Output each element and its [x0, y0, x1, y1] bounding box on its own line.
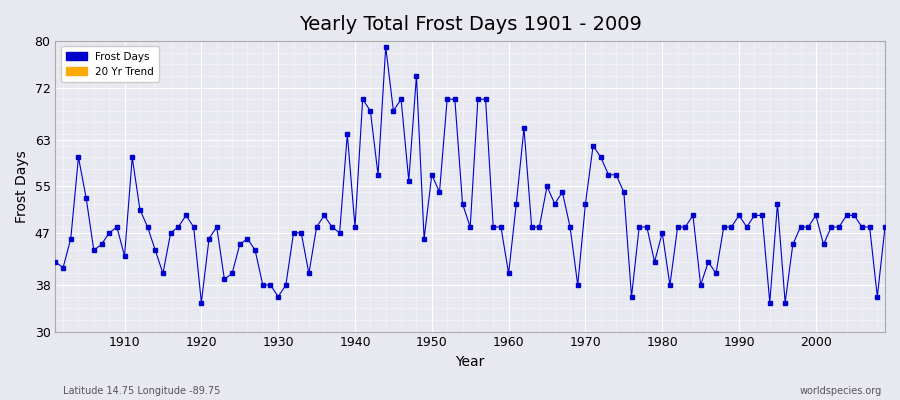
- Title: Yearly Total Frost Days 1901 - 2009: Yearly Total Frost Days 1901 - 2009: [299, 15, 642, 34]
- X-axis label: Year: Year: [455, 355, 485, 369]
- Legend: Frost Days, 20 Yr Trend: Frost Days, 20 Yr Trend: [60, 46, 159, 82]
- Y-axis label: Frost Days: Frost Days: [15, 150, 29, 223]
- Text: worldspecies.org: worldspecies.org: [800, 386, 882, 396]
- Text: Latitude 14.75 Longitude -89.75: Latitude 14.75 Longitude -89.75: [63, 386, 220, 396]
